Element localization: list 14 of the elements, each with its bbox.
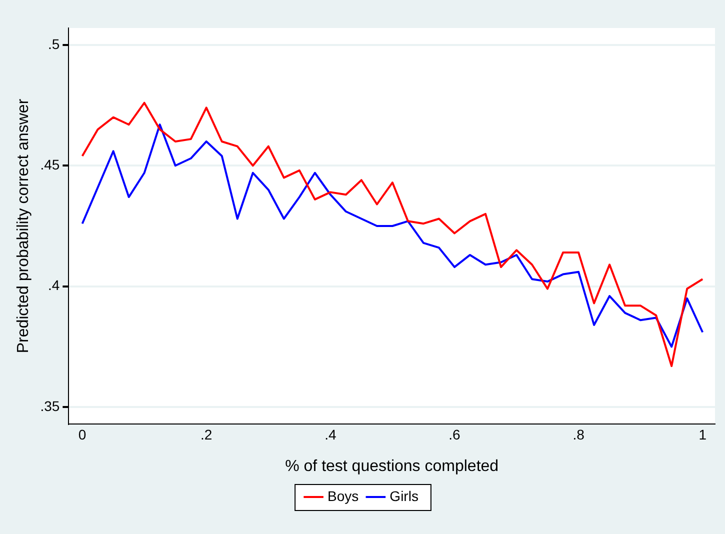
y-axis-title: Predicted probability correct answer bbox=[15, 98, 32, 354]
x-axis-title: % of test questions completed bbox=[285, 458, 499, 475]
legend-label: Boys bbox=[328, 488, 359, 504]
x-tick-label: .6 bbox=[448, 426, 461, 442]
x-tick-label: .8 bbox=[572, 426, 585, 442]
y-tick-label: .45 bbox=[40, 156, 60, 172]
x-tick-label: .2 bbox=[200, 426, 212, 442]
y-tick-label: .4 bbox=[48, 277, 60, 294]
x-tick-label: .4 bbox=[324, 426, 336, 442]
x-tick-label: 0 bbox=[78, 426, 86, 442]
y-tick-label: .35 bbox=[40, 398, 60, 414]
x-tick-label: 1 bbox=[698, 426, 707, 442]
legend-label: Girls bbox=[390, 488, 418, 504]
y-tick-label: .5 bbox=[48, 36, 60, 52]
